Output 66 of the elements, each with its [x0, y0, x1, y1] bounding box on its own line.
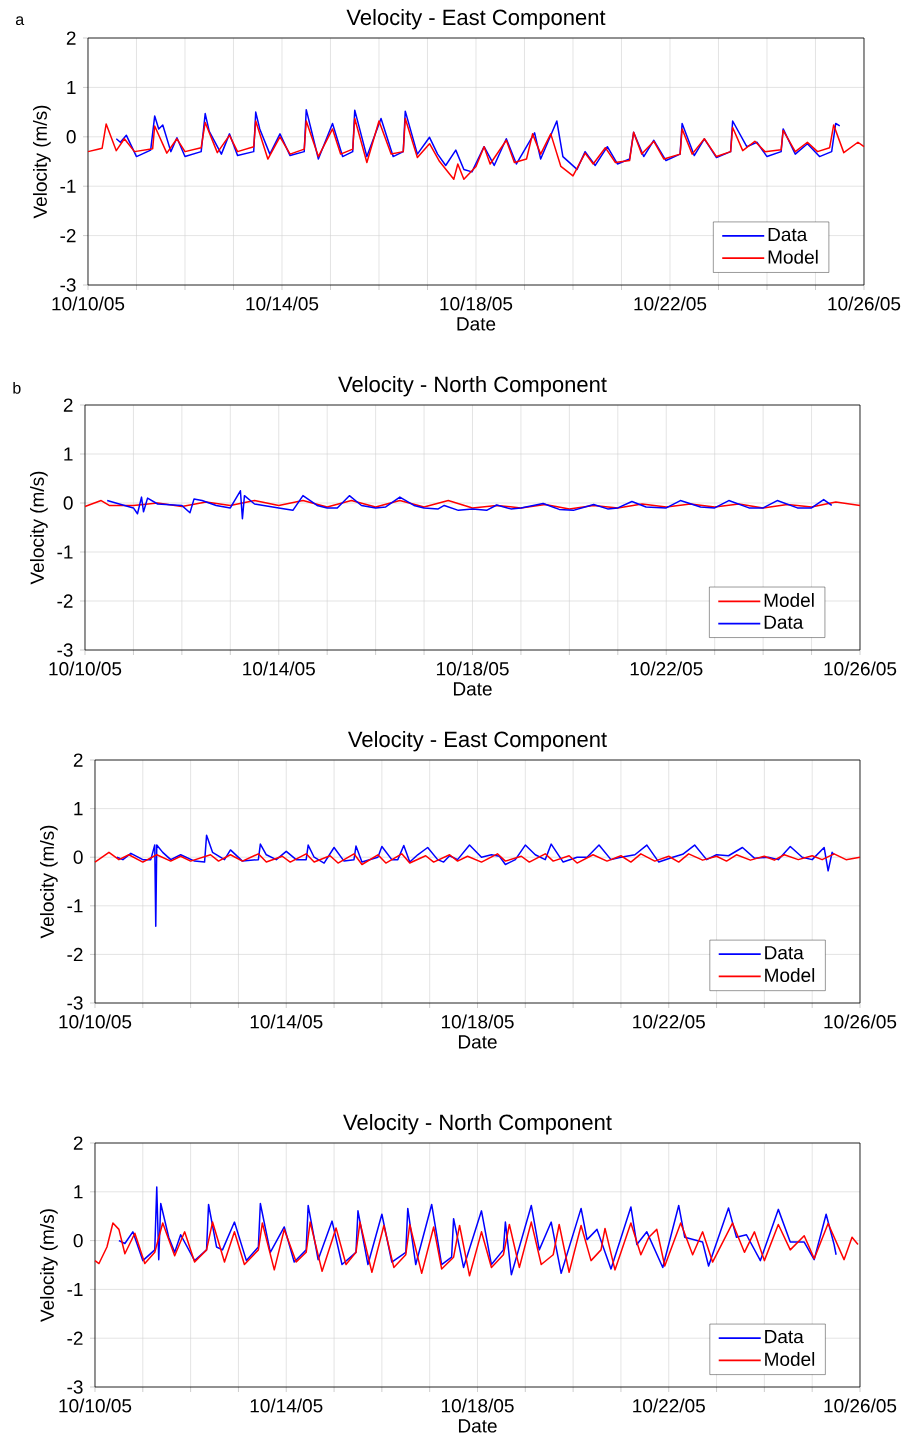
y-tick-label: 2 — [73, 753, 83, 767]
chart-title: Velocity - East Component — [347, 730, 607, 752]
y-tick-label: -3 — [57, 643, 73, 657]
x-tick-label: 10/10/05 — [59, 1398, 132, 1413]
y-tick-label: 0 — [63, 496, 73, 510]
y-tick-label: 0 — [73, 850, 83, 864]
x-tick-label: 10/26/05 — [828, 296, 901, 311]
y-tick-label: 0 — [73, 1233, 83, 1248]
x-axis-title: Date — [457, 317, 496, 331]
x-tick-label: 10/18/05 — [441, 1014, 514, 1029]
x-tick-label: 10/14/05 — [243, 661, 315, 676]
x-tick-label: 10/14/05 — [250, 1014, 323, 1029]
legend-label: Data — [764, 615, 804, 629]
y-tick-label: 2 — [73, 1136, 83, 1150]
y-tick-label: -1 — [67, 1282, 83, 1296]
text: a — [15, 16, 25, 26]
x-tick-label: 10/26/05 — [824, 1398, 897, 1413]
y-tick-label: -3 — [67, 1380, 83, 1394]
y-tick-label: -1 — [57, 545, 73, 559]
y-tick-label: 0 — [66, 130, 76, 144]
y-tick-label: -3 — [67, 996, 83, 1010]
text: b — [13, 381, 21, 394]
legend-label: Model — [765, 1351, 815, 1366]
x-axis-title: Date — [453, 682, 492, 696]
x-tick-label: 10/18/05 — [436, 661, 509, 676]
y-tick-label: -2 — [67, 947, 83, 962]
y-axis-title: Velocity (m/s) — [39, 825, 58, 939]
y-axis-title: Velocity (m/s) — [39, 1209, 58, 1322]
x-tick-label: 10/22/05 — [633, 1398, 705, 1413]
legend-label: Model — [768, 249, 818, 264]
x-tick-label: 10/18/05 — [440, 296, 513, 311]
y-tick-label: 2 — [66, 31, 76, 45]
y-tick-label: -1 — [60, 179, 76, 193]
x-tick-label: 10/18/05 — [441, 1398, 514, 1413]
x-tick-label: 10/22/05 — [634, 296, 707, 311]
y-tick-label: 1 — [74, 802, 83, 816]
chart-title: Velocity - North Component — [338, 375, 607, 397]
y-tick-label: 1 — [74, 1185, 83, 1199]
y-tick-label: 1 — [67, 80, 76, 94]
x-tick-label: 10/14/05 — [250, 1398, 323, 1413]
x-tick-label: 10/26/05 — [824, 661, 897, 676]
chart-title: Velocity - East Component — [346, 8, 606, 30]
y-tick-label: -2 — [57, 594, 73, 608]
x-tick-label: 10/10/05 — [49, 661, 122, 676]
legend-label: Model — [764, 593, 814, 607]
y-tick-label: 1 — [64, 447, 73, 461]
y-tick-label: -2 — [67, 1331, 83, 1345]
chart-title: Velocity - North Component — [343, 1113, 612, 1135]
x-tick-label: 10/22/05 — [630, 661, 703, 676]
y-tick-label: -2 — [60, 228, 76, 243]
legend-label: Data — [765, 946, 804, 960]
y-axis-title: Velocity (m/s) — [32, 105, 51, 219]
y-tick-label: -1 — [67, 899, 83, 913]
legend-label: Data — [765, 1330, 804, 1344]
x-axis-title: Date — [458, 1419, 497, 1433]
x-tick-label: 10/10/05 — [59, 1014, 132, 1029]
y-tick-label: 2 — [63, 398, 73, 412]
x-tick-label: 10/10/05 — [52, 296, 125, 311]
x-axis-title: Date — [458, 1035, 497, 1049]
x-tick-label: 10/22/05 — [633, 1014, 705, 1029]
y-tick-label: -3 — [60, 278, 76, 292]
x-tick-label: 10/26/05 — [824, 1014, 897, 1029]
legend-label: Data — [768, 227, 808, 242]
y-axis-title: Velocity (m/s) — [29, 471, 48, 585]
x-tick-label: 10/14/05 — [246, 296, 319, 311]
legend-label: Model — [765, 968, 815, 982]
